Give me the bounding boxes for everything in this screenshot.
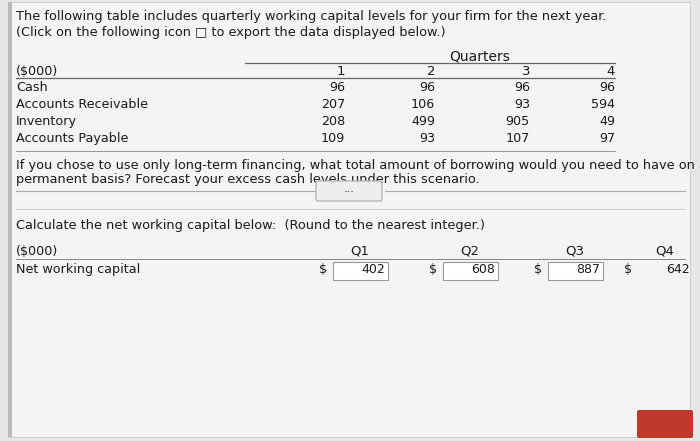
Text: 93: 93 [419,132,435,145]
Text: permanent basis? Forecast your excess cash levels under this scenario.: permanent basis? Forecast your excess ca… [16,173,480,186]
Bar [8,2,12,437]
Text: Accounts Receivable: Accounts Receivable [16,98,148,111]
Text: 905: 905 [505,115,530,128]
Bar [333,262,388,280]
Text: Q1: Q1 [351,245,370,258]
Text: Inventory: Inventory [16,115,77,128]
Text: Accounts Payable: Accounts Payable [16,132,128,145]
Text: 887: 887 [576,263,600,276]
Text: 96: 96 [329,81,345,94]
Text: 96: 96 [514,81,530,94]
Text: Nex: Nex [648,413,682,428]
Text: 2: 2 [426,65,435,78]
Text: 1: 1 [337,65,345,78]
Text: 96: 96 [419,81,435,94]
Text: 93: 93 [514,98,530,111]
FancyBboxPatch shape [637,410,693,438]
Text: 4: 4 [607,65,615,78]
Text: $: $ [534,263,542,276]
Text: Quarters: Quarters [449,50,510,64]
Text: If you chose to use only long-term financing, what total amount of borrowing wou: If you chose to use only long-term finan… [16,159,700,172]
Text: 499: 499 [411,115,435,128]
Text: 207: 207 [321,98,345,111]
Text: $: $ [429,263,437,276]
Text: Calculate the net working capital below:  (Round to the nearest integer.): Calculate the net working capital below:… [16,219,485,232]
Text: (Click on the following icon □ to export the data displayed below.): (Click on the following icon □ to export… [16,26,446,39]
Text: $: $ [319,263,327,276]
Text: 49: 49 [599,115,615,128]
Text: ...: ... [344,184,354,194]
Text: ($000): ($000) [16,65,58,78]
Text: 97: 97 [599,132,615,145]
Text: The following table includes quarterly working capital levels for your firm for : The following table includes quarterly w… [16,10,606,23]
Text: 594: 594 [591,98,615,111]
Text: 109: 109 [321,132,345,145]
Text: 107: 107 [505,132,530,145]
Text: 96: 96 [599,81,615,94]
Text: 642: 642 [666,263,690,276]
Text: Cash: Cash [16,81,48,94]
Text: 208: 208 [321,115,345,128]
Bar [443,262,498,280]
Text: Net working capital: Net working capital [16,263,140,276]
Text: 3: 3 [522,65,530,78]
FancyBboxPatch shape [316,181,382,201]
Text: 608: 608 [471,263,495,276]
Text: Q4: Q4 [656,245,674,258]
Text: Q2: Q2 [461,245,480,258]
Text: 106: 106 [411,98,435,111]
Text: 402: 402 [361,263,385,276]
Bar [548,262,603,280]
Text: Q3: Q3 [566,245,584,258]
Text: ($000): ($000) [16,245,58,258]
Text: $: $ [624,263,632,276]
